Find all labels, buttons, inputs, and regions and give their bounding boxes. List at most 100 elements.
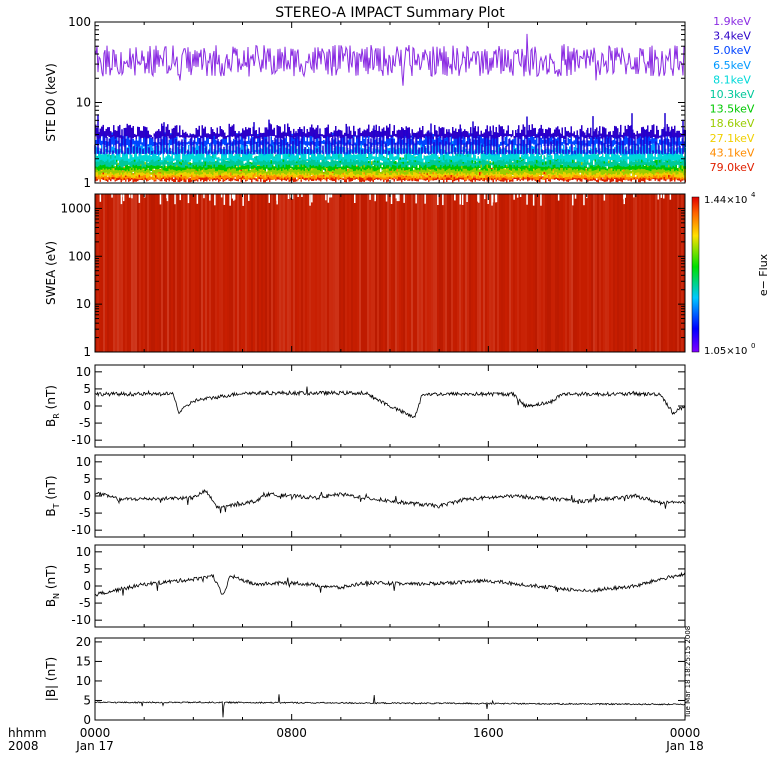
channel-bar (680, 141, 682, 146)
channel-bar (216, 175, 218, 178)
heatmap-streak (679, 194, 681, 352)
heatmap-streak (561, 194, 563, 352)
channel-bar (554, 129, 556, 137)
channel-bar (612, 161, 614, 167)
channel-bar (626, 135, 628, 145)
channel-bar (630, 158, 632, 167)
channel-bar (542, 139, 544, 144)
channel-bar (405, 166, 407, 175)
channel-bar (453, 155, 455, 163)
channel-bar (135, 162, 137, 169)
channel-bar (405, 159, 407, 162)
channel-bar (240, 132, 242, 145)
heatmap-streak (407, 194, 409, 352)
heatmap-streak (95, 194, 97, 352)
channel-bar (342, 178, 344, 180)
channel-bar (420, 166, 422, 174)
channel-bar (357, 128, 359, 137)
channel-bar (524, 165, 526, 170)
heatmap-dropout (466, 194, 468, 202)
channel-bar (623, 132, 625, 146)
channel-bar (302, 166, 304, 170)
channel-bar (657, 157, 659, 167)
channel-bar (209, 154, 211, 162)
channel-bar (99, 167, 101, 175)
channel-bar (291, 149, 293, 161)
channel-bar (257, 156, 259, 160)
channel-bar (569, 154, 571, 162)
channel-bar (374, 168, 376, 177)
channel-bar (408, 167, 410, 173)
channel-bar (183, 153, 185, 162)
channel-bar (485, 171, 487, 180)
channel-bar (242, 178, 244, 180)
channel-bar (552, 170, 554, 176)
y-tick-label: 1000 (60, 201, 91, 215)
channel-bar (573, 160, 575, 167)
heatmap-streak (581, 194, 583, 352)
channel-bar (161, 168, 163, 174)
channel-bar (350, 168, 352, 178)
heatmap-streak (385, 194, 387, 352)
heatmap-streak (293, 194, 295, 352)
channel-bar (227, 173, 229, 179)
channel-bar (498, 124, 500, 137)
channel-bar (419, 152, 421, 162)
channel-bar (113, 170, 115, 175)
channel-bar (348, 126, 350, 139)
channel-bar (677, 150, 679, 162)
y-tick-label: -5 (79, 506, 91, 520)
channel-bar (339, 168, 341, 176)
channel-bar (186, 152, 188, 156)
channel-bar (663, 173, 665, 177)
heatmap-dropout (390, 194, 393, 204)
channel-bar (176, 158, 178, 166)
channel-bar (386, 175, 388, 180)
y-tick-label: 5 (83, 562, 91, 576)
channel-bar (531, 124, 533, 137)
channel-bar (227, 157, 229, 161)
channel-bar (188, 153, 190, 163)
channel-bar (126, 167, 128, 174)
channel-bar (549, 169, 551, 178)
channel-bar (99, 151, 101, 160)
channel-bar (663, 161, 665, 166)
y-tick-label: 100 (68, 249, 91, 263)
heatmap-streak (147, 194, 149, 352)
channel-bar (660, 168, 662, 174)
channel-bar (591, 167, 593, 175)
heatmap-dropout (166, 194, 168, 199)
channel-bar (438, 126, 440, 137)
channel-bar (417, 168, 419, 174)
heatmap-streak (361, 194, 363, 352)
channel-bar (197, 151, 199, 163)
channel-bar (612, 139, 614, 147)
heatmap-streak (395, 194, 397, 352)
channel-bar (261, 149, 263, 162)
heatmap-streak (579, 194, 581, 352)
channel-bar (486, 160, 488, 174)
channel-bar (342, 134, 344, 138)
channel-bar (611, 151, 613, 161)
channel-bar (389, 174, 391, 177)
channel-bar (314, 155, 316, 167)
channel-bar (254, 168, 256, 174)
x-tick-label: 0800 (276, 726, 307, 740)
heatmap-streak (487, 194, 489, 352)
channel-bar (279, 163, 281, 175)
channel-bar (473, 150, 475, 163)
channel-bar (234, 130, 236, 140)
channel-bar (143, 126, 145, 139)
channel-bar (183, 132, 185, 138)
y-tick-label: 10 (76, 545, 91, 559)
channel-bar (414, 157, 416, 161)
channel-bar (149, 171, 151, 177)
x-tick-label: 1600 (473, 726, 504, 740)
channel-bar (638, 136, 640, 145)
channel-bar (680, 177, 682, 180)
heatmap-streak (473, 194, 475, 352)
heatmap-dropout (583, 194, 585, 206)
channel-bar (434, 160, 436, 165)
channel-bar (338, 164, 340, 175)
channel-bar (348, 174, 350, 182)
